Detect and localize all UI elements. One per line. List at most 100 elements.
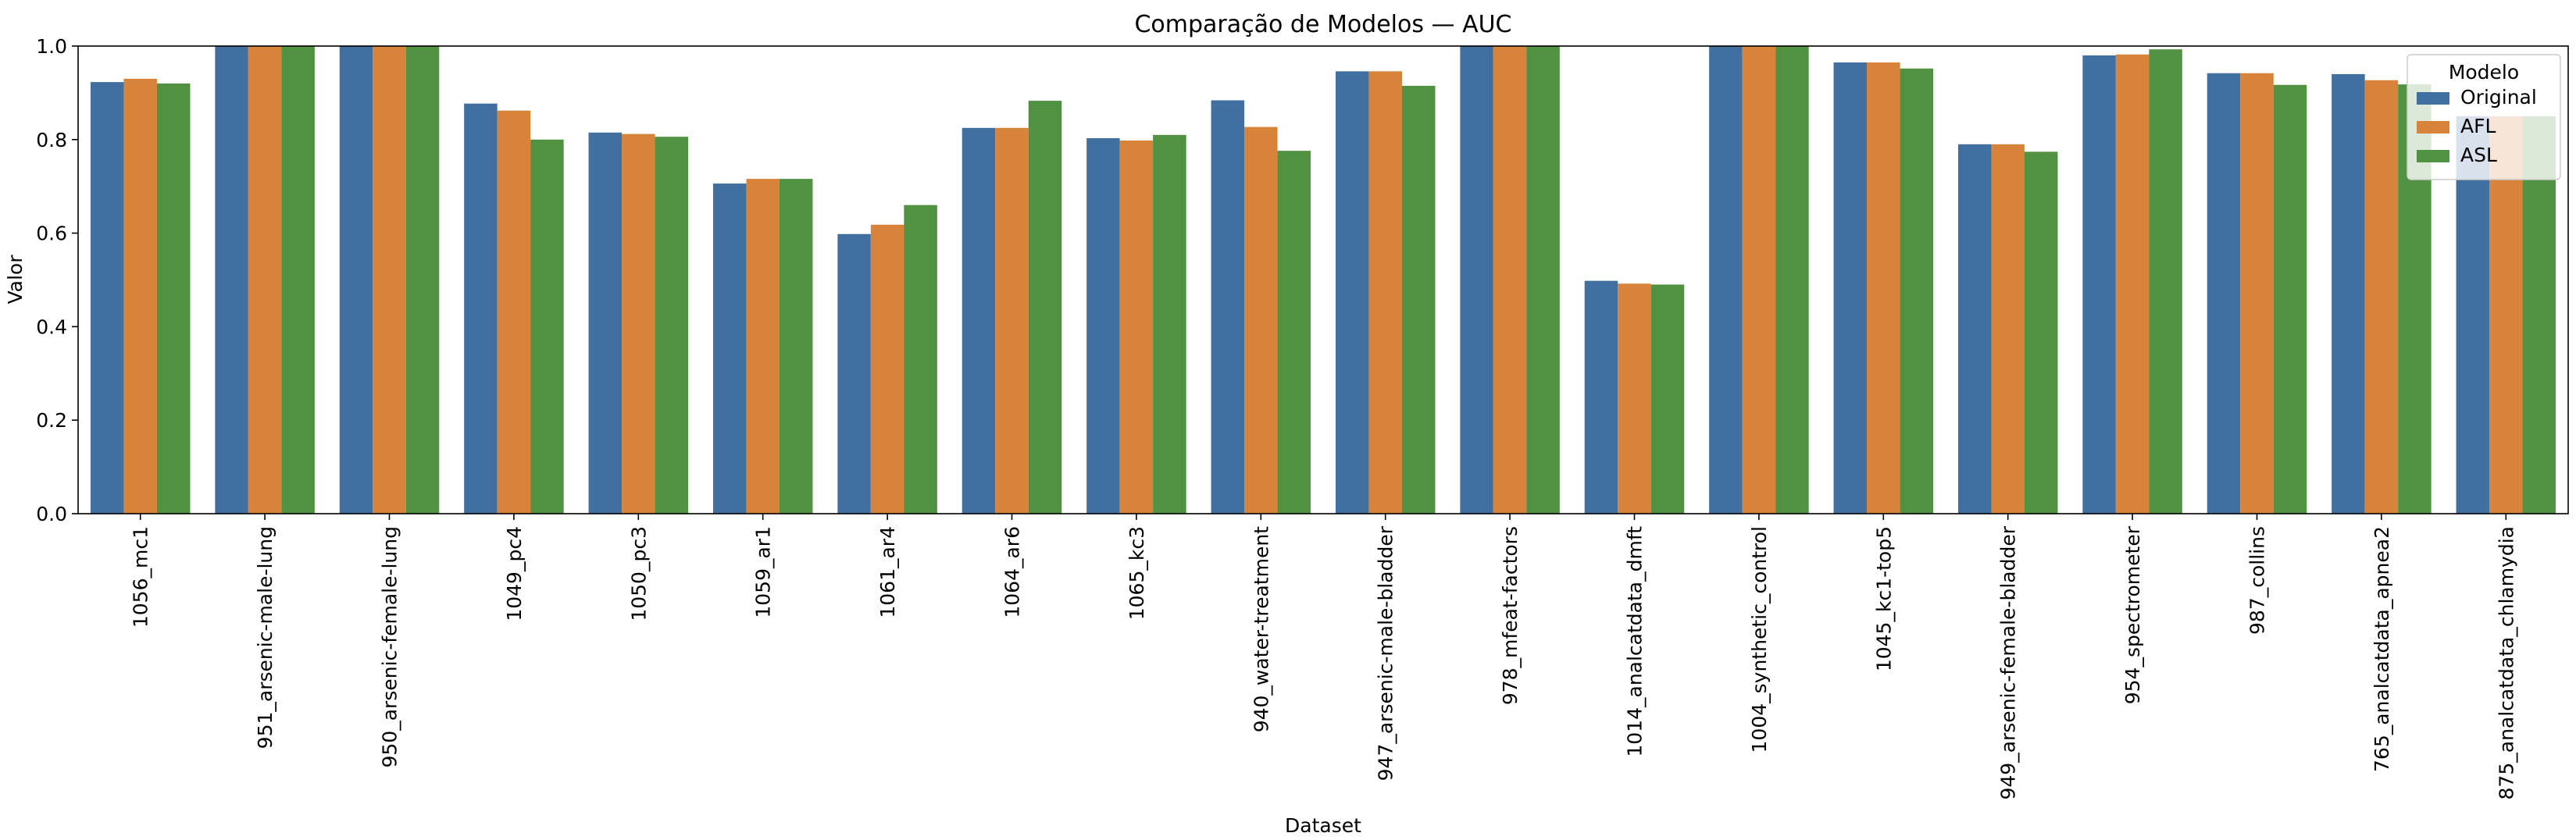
bar-asl-13	[1775, 46, 1809, 514]
bar-afl-18	[2364, 80, 2399, 514]
bar-asl-5	[779, 179, 813, 514]
x-tick-label: 978_mfeat-factors	[1499, 526, 1522, 705]
chart-title: Comparação de Modelos — AUC	[1134, 11, 1511, 38]
x-tick-label: 765_analcatdata_apnea2	[2371, 526, 2393, 772]
bar-asl-0	[156, 83, 191, 514]
bar-original-0	[90, 82, 124, 514]
bars-layer	[90, 46, 2556, 514]
bar-asl-1	[281, 46, 315, 514]
bar-afl-8	[1119, 141, 1154, 514]
bar-asl-3	[530, 139, 564, 514]
bar-original-8	[1086, 138, 1120, 514]
y-tick-label: 0.2	[36, 409, 67, 432]
x-tick-label: 1004_synthetic_control	[1748, 526, 1771, 753]
plot-frame	[77, 45, 2569, 514]
bar-original-16	[2082, 55, 2116, 514]
x-axis-label: Dataset	[1285, 814, 1361, 837]
legend-label-afl: AFL	[2460, 115, 2496, 137]
x-axis: 1056_mc1 951_arsenic-male-lung 950_arsenic…	[130, 514, 2517, 800]
bar-original-14	[1833, 62, 1868, 514]
bar-original-15	[1957, 144, 1992, 514]
bar-original-13	[1709, 46, 1743, 514]
bar-original-9	[1211, 100, 1245, 514]
legend-label-original: Original	[2460, 86, 2537, 109]
bar-original-18	[2332, 73, 2365, 514]
bar-afl-15	[1991, 144, 2025, 514]
bar-asl-8	[1153, 134, 1186, 514]
bar-afl-17	[2240, 73, 2274, 514]
bar-original-2	[339, 46, 373, 514]
bar-afl-11	[1493, 46, 1527, 514]
x-tick-label: 951_arsenic-male-lung	[254, 526, 277, 749]
bar-original-19	[2456, 116, 2490, 514]
bar-afl-2	[373, 46, 406, 514]
x-tick-label: 950_arsenic-female-lung	[379, 526, 401, 768]
y-axis-label: Valor	[4, 254, 27, 304]
x-tick-label: 1014_analcatdata_dmft	[1624, 526, 1647, 757]
x-tick-label: 1059_ar1	[752, 526, 775, 618]
bar-asl-9	[1277, 151, 1311, 514]
bar-afl-0	[123, 78, 157, 514]
x-tick-label: 1045_kc1-top5	[1872, 526, 1895, 671]
bar-asl-11	[1526, 46, 1560, 514]
y-axis: 0.0 0.2 0.4 0.6 0.8 1.0	[36, 35, 78, 525]
legend-swatch-afl	[2417, 121, 2449, 133]
bar-afl-12	[1618, 283, 1651, 514]
bar-afl-3	[497, 110, 531, 514]
bar-original-1	[215, 46, 248, 514]
bar-afl-14	[1867, 62, 1900, 514]
y-tick-label: 0.8	[36, 129, 67, 151]
x-tick-label: 875_analcatdata_chlamydia	[2495, 526, 2517, 799]
bar-asl-12	[1650, 284, 1685, 514]
bar-original-10	[1335, 71, 1369, 514]
bar-original-4	[588, 132, 623, 514]
legend: Modelo Original AFL ASL	[2407, 54, 2561, 180]
bar-original-3	[464, 103, 498, 514]
legend-swatch-asl	[2417, 150, 2449, 162]
legend-title: Modelo	[2449, 61, 2519, 84]
bar-original-7	[962, 127, 996, 514]
x-tick-label: 1065_kc3	[1126, 526, 1148, 620]
y-tick-label: 0.6	[36, 222, 67, 245]
bar-asl-4	[655, 137, 689, 514]
bar-afl-19	[2489, 116, 2523, 514]
x-tick-label: 1049_pc4	[503, 526, 526, 621]
x-tick-label: 1056_mc1	[130, 526, 152, 628]
x-tick-label: 1050_pc3	[627, 526, 650, 621]
x-tick-label: 987_collins	[2246, 526, 2269, 635]
x-tick-label: 1064_ar6	[1001, 526, 1024, 618]
legend-swatch-original	[2417, 92, 2449, 105]
bar-asl-15	[2024, 151, 2058, 514]
x-tick-label: 940_water-treatment	[1250, 526, 1272, 732]
bar-afl-16	[2115, 54, 2150, 514]
bar-afl-4	[622, 133, 655, 514]
bar-afl-7	[995, 127, 1029, 514]
bar-original-5	[712, 183, 747, 514]
y-tick-label: 0.4	[36, 315, 67, 338]
bar-asl-19	[2522, 116, 2556, 514]
bar-asl-6	[904, 205, 937, 514]
y-tick-label: 0.0	[36, 503, 67, 525]
bar-afl-5	[746, 179, 780, 514]
bar-original-11	[1460, 46, 1493, 514]
bar-original-17	[2207, 73, 2241, 514]
bar-asl-16	[2149, 49, 2182, 514]
bar-afl-9	[1244, 126, 1278, 514]
legend-label-asl: ASL	[2460, 144, 2497, 166]
bar-afl-6	[870, 224, 904, 514]
bar-asl-7	[1028, 101, 1062, 514]
y-tick-label: 1.0	[36, 35, 67, 58]
bar-afl-10	[1368, 71, 1402, 514]
bar-asl-14	[1900, 68, 1934, 514]
bar-asl-17	[2273, 84, 2307, 514]
bar-afl-13	[1742, 46, 1776, 514]
x-tick-label: 947_arsenic-male-bladder	[1375, 525, 1397, 781]
bar-original-12	[1584, 280, 1618, 514]
bar-asl-10	[1401, 85, 1436, 514]
bar-afl-1	[248, 46, 282, 514]
legend-box	[2407, 54, 2561, 180]
x-tick-label: 954_spectrometer	[2121, 525, 2144, 704]
bar-asl-2	[405, 46, 440, 514]
x-tick-label: 949_arsenic-female-bladder	[1997, 525, 2020, 799]
